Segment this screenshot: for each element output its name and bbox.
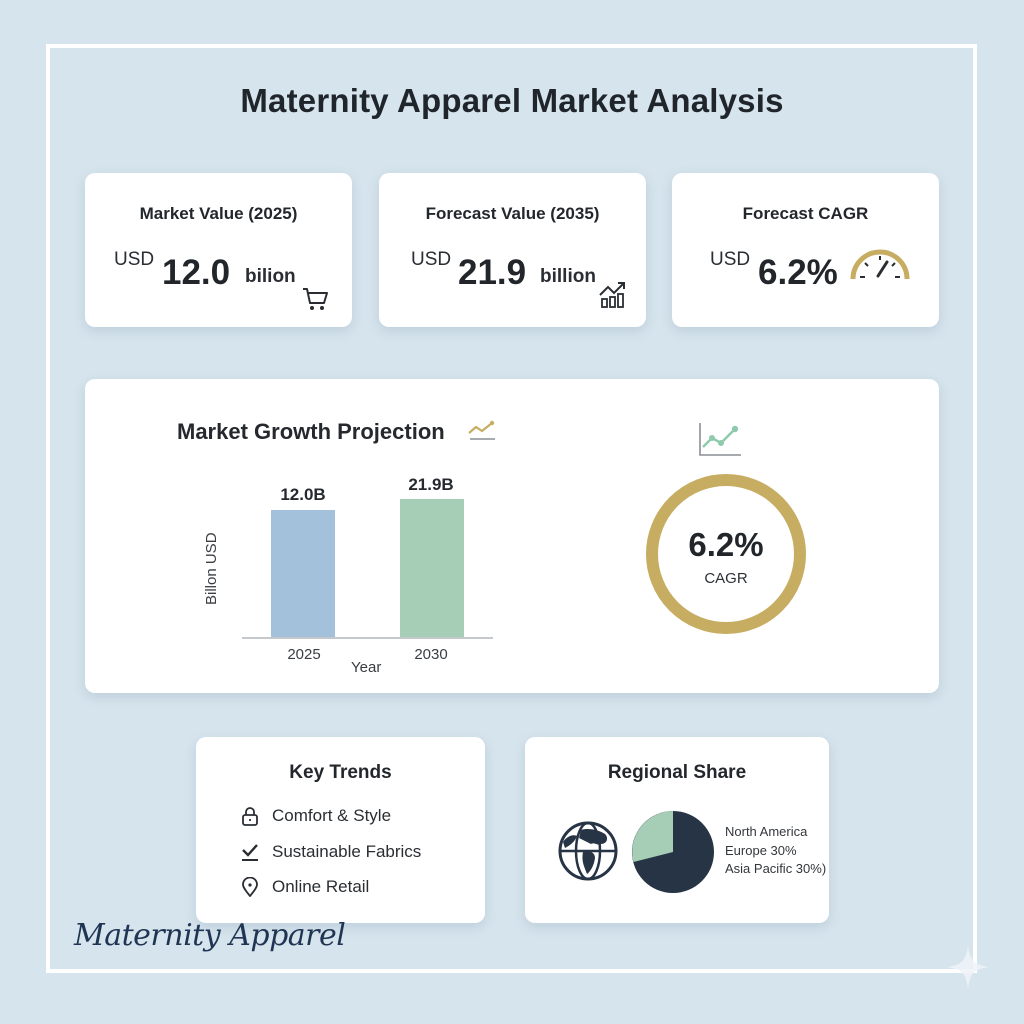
brand-script-logo: Maternity Apparel	[74, 918, 346, 953]
kpi-prefix: USD	[710, 249, 751, 270]
trend-item: Online Retail	[240, 877, 369, 897]
key-trends-card: Key Trends Comfort & Style Sustainable F…	[196, 737, 485, 923]
regional-pie-chart	[632, 811, 714, 893]
line-chart-icon	[699, 423, 741, 456]
check-icon	[242, 844, 258, 861]
trend-label: Sustainable Fabrics	[272, 842, 422, 861]
kpi-unit: bilion	[245, 266, 296, 287]
trend-item: Sustainable Fabrics	[240, 842, 421, 862]
kpi-card-forecast-cagr: Forecast CAGR USD 6.2%	[672, 173, 939, 327]
card-title: Key Trends	[289, 762, 392, 783]
trend-item: Comfort & Style	[240, 806, 391, 826]
gauge-icon	[850, 249, 910, 280]
sparkle-icon	[946, 945, 990, 989]
kpi-unit: billion	[540, 266, 596, 287]
kpi-prefix: USD	[114, 249, 155, 270]
x-tick-2025: 2025	[287, 646, 321, 663]
y-axis-title: Billon USD	[203, 532, 220, 605]
trend-label: Online Retail	[272, 877, 370, 896]
bar-value-2025: 12.0B	[280, 485, 326, 504]
card-title: Regional Share	[607, 762, 747, 783]
bar-2025	[271, 510, 335, 637]
trend-line-icon	[468, 420, 495, 440]
x-tick-2030: 2030	[414, 646, 448, 663]
cagr-ring-label: CAGR	[704, 570, 748, 587]
kpi-value: 6.2%	[758, 253, 838, 292]
panel-title: Market Growth Projection	[177, 419, 445, 444]
decorative-frame	[46, 44, 977, 973]
location-pin-icon	[242, 877, 258, 897]
kpi-label: Forecast Value (2035)	[425, 204, 600, 223]
bar-value-2030: 21.9B	[408, 475, 454, 494]
x-axis-title: Year	[351, 659, 382, 676]
kpi-card-market-value: Market Value (2025) USD 12.0 bilion	[85, 173, 352, 327]
kpi-value: 21.9	[458, 253, 527, 292]
globe-icon	[558, 821, 618, 881]
growth-chart-icon	[599, 282, 625, 308]
cagr-ring: 6.2% CAGR	[646, 474, 806, 634]
kpi-label: Forecast CAGR	[742, 204, 869, 223]
legend-asia-pacific: Asia Pacific 30%)	[725, 861, 827, 876]
kpi-label: Market Value (2025)	[139, 204, 298, 223]
bar-2030	[400, 499, 464, 637]
lock-icon	[242, 807, 258, 826]
page-title: Maternity Apparel Market Analysis	[240, 82, 784, 119]
kpi-prefix: USD	[411, 249, 452, 270]
trend-label: Comfort & Style	[272, 806, 392, 825]
legend-europe: Europe 30%	[725, 843, 797, 858]
kpi-card-forecast-value: Forecast Value (2035) USD 21.9 billion	[379, 173, 646, 327]
regional-share-card: Regional Share North America Europe 30% …	[525, 737, 829, 923]
cagr-ring-value: 6.2%	[688, 526, 764, 563]
growth-projection-panel: Market Growth Projection Billon USD 12.0…	[85, 379, 939, 693]
legend-north-america: North America	[725, 824, 808, 839]
shopping-cart-icon	[303, 288, 328, 310]
kpi-value: 12.0	[162, 253, 231, 292]
x-axis-line	[242, 637, 493, 639]
